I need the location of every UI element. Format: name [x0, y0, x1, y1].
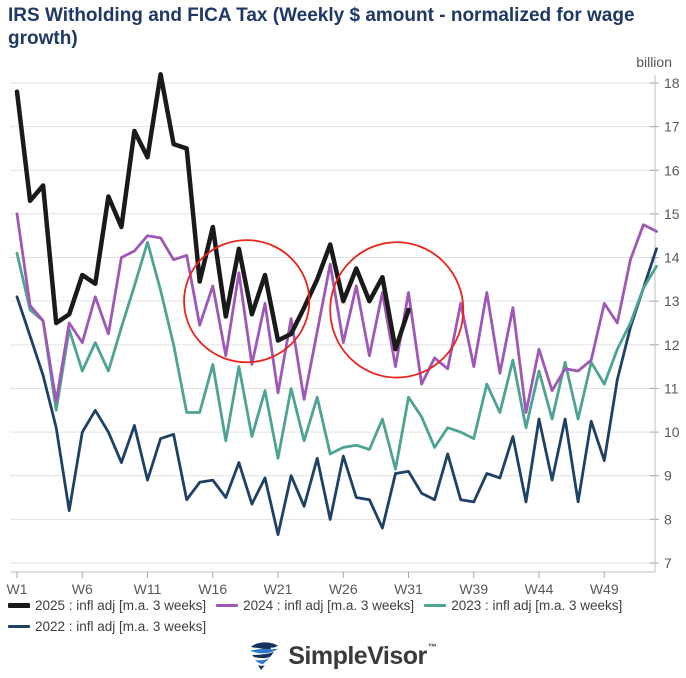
legend-item-label: 2024 : infl adj [m.a. 3 weeks] — [243, 598, 415, 613]
x-tick-label: W16 — [198, 581, 227, 597]
legend-row: 2025 : infl adj [m.a. 3 weeks] 2024 : inf… — [8, 598, 684, 613]
legend-swatch-icon — [216, 604, 239, 607]
y-tick-label: 11 — [664, 380, 679, 396]
annotation-circle-1 — [183, 239, 311, 364]
series-line-2023 — [15, 240, 658, 471]
y-tick-label: 12 — [664, 337, 680, 353]
y-tick-label: 18 — [664, 75, 680, 91]
legend-item-label: 2025 : infl adj [m.a. 3 weeks] — [35, 598, 207, 613]
y-axis-unit-label: billion — [636, 54, 672, 70]
y-tick-label: 13 — [664, 293, 680, 309]
y-tick-label: 14 — [664, 250, 680, 266]
legend-item-2022[interactable]: 2022 : infl adj [m.a. 3 weeks] — [8, 619, 206, 634]
logo-text: SimpleVisor — [288, 641, 427, 670]
chart-canvas: 7 8 9 10 11 12 13 14 15 16 17 18 W1 W6 W11 W16 W21 W26 W31… — [7, 72, 680, 597]
y-tick-label: 10 — [664, 424, 680, 440]
y-tick-label: 17 — [664, 119, 680, 135]
series-line-2025 — [14, 72, 411, 352]
x-tick-label: W11 — [134, 581, 162, 597]
eagle-icon — [250, 642, 280, 670]
legend-item-label: 2022 : infl adj [m.a. 3 weeks] — [35, 619, 207, 634]
x-tick-label: W6 — [72, 581, 93, 597]
series-line-2022 — [15, 247, 658, 537]
plot-area: 7 8 9 10 11 12 13 14 15 16 17 18 W1 W6 W11 W16 W21 W26 W31… — [0, 70, 686, 598]
x-tick-label: W26 — [329, 581, 358, 597]
legend-item-label: 2023 : infl adj [m.a. 3 weeks] — [451, 598, 623, 613]
x-tick-label: W39 — [459, 581, 488, 597]
legend: 2025 : infl adj [m.a. 3 weeks] 2024 : inf… — [8, 598, 684, 640]
legend-swatch-icon — [8, 603, 30, 608]
x-tick-label: W44 — [525, 581, 554, 597]
y-tick-label: 16 — [664, 162, 680, 178]
y-tick-label: 15 — [664, 206, 680, 222]
x-tick-label: W21 — [264, 581, 293, 597]
legend-swatch-icon — [424, 604, 447, 607]
legend-item-2023[interactable]: 2023 : infl adj [m.a. 3 weeks] — [424, 598, 622, 613]
legend-item-2025[interactable]: 2025 : infl adj [m.a. 3 weeks] — [8, 598, 206, 613]
y-tick-label: 7 — [664, 555, 672, 571]
legend-row: 2022 : infl adj [m.a. 3 weeks] — [8, 619, 684, 634]
y-tick-label: 9 — [664, 468, 672, 484]
y-tick-label: 8 — [664, 511, 672, 527]
legend-swatch-icon — [8, 625, 30, 628]
chart-title: IRS Witholding and FICA Tax (Weekly $ am… — [8, 5, 635, 50]
annotation-circle-2 — [329, 241, 465, 379]
series-line-2024 — [15, 212, 658, 414]
simplevisor-logo: SimpleVisor ™ — [0, 636, 686, 676]
x-tick-label: W49 — [590, 581, 619, 597]
x-tick-label: W31 — [394, 581, 423, 597]
x-tick-label: W1 — [7, 581, 28, 597]
legend-item-2024[interactable]: 2024 : infl adj [m.a. 3 weeks] — [216, 598, 414, 613]
logo-trademark: ™ — [427, 642, 437, 652]
